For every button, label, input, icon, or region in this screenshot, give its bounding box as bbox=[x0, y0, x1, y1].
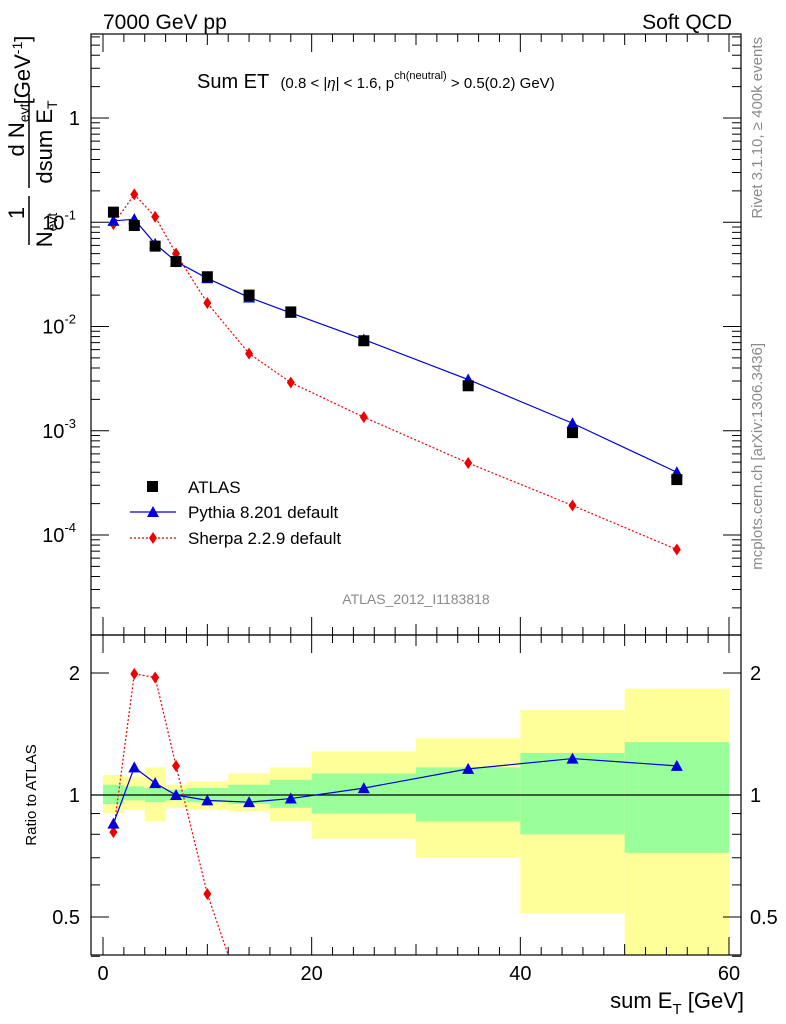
pythia-ratio-point bbox=[670, 759, 683, 771]
legend-label-pythia: Pythia 8.201 default bbox=[188, 503, 339, 522]
pythia-ratio-point bbox=[170, 789, 183, 800]
atlas-point bbox=[567, 427, 578, 439]
main-y-axis-label: 1 Nevt d Nevt dsum ET [GeV-1] bbox=[4, 36, 60, 248]
main-y-tick-label: 10-1 bbox=[42, 207, 76, 234]
ratio-y-tick-label-right: 1 bbox=[750, 785, 761, 807]
legend-label-sherpa: Sherpa 2.2.9 default bbox=[188, 529, 341, 548]
ratio-y-tick-label: 0.5 bbox=[52, 907, 80, 929]
pythia-ratio-point bbox=[128, 761, 141, 773]
ratio-y-tick-label-right: 0.5 bbox=[750, 907, 778, 929]
sherpa-point bbox=[568, 499, 577, 512]
ratio-y-tick-label: 2 bbox=[69, 663, 80, 685]
legend-marker-sherpa bbox=[149, 532, 157, 544]
rivet-label: Rivet 3.1.10, ≥ 400k events bbox=[749, 37, 766, 219]
band-inner-1 bbox=[123, 786, 145, 801]
sherpa-ratio-point bbox=[130, 667, 139, 680]
svg-text:Nevt: Nevt bbox=[32, 213, 60, 248]
legend-marker-atlas bbox=[147, 481, 158, 492]
main-series bbox=[107, 188, 683, 556]
band-inner-9 bbox=[520, 752, 625, 835]
atlas-point bbox=[285, 306, 297, 318]
sherpa-ratio-line bbox=[112, 673, 229, 956]
pythia-ratio-point bbox=[107, 817, 120, 829]
x-axis-label: sum ET [GeV] bbox=[610, 988, 744, 1018]
pythia-ratio-point bbox=[201, 794, 214, 806]
pythia-line bbox=[113, 218, 678, 473]
atlas-point bbox=[671, 474, 683, 486]
legend-label-atlas: ATLAS bbox=[188, 478, 241, 497]
ratio-uncertainty-bands bbox=[103, 688, 729, 955]
svg-text:1: 1 bbox=[4, 207, 29, 219]
ratio-y-tick-label-right: 2 bbox=[750, 663, 761, 685]
sherpa-point bbox=[286, 376, 295, 389]
atlas-point bbox=[462, 380, 474, 392]
ratio-axes: 0 20 40 60 0.5 0.5 1 1 2 2 bbox=[52, 634, 778, 985]
sherpa-ratio-point bbox=[151, 671, 160, 684]
atlas-point bbox=[358, 335, 370, 347]
sherpa-point bbox=[672, 543, 681, 556]
mcplots-label: mcplots.cern.ch [arXiv:1306.3436] bbox=[749, 343, 766, 570]
pythia-point bbox=[107, 214, 120, 226]
analysis-id: ATLAS_2012_I1183818 bbox=[342, 591, 490, 607]
sherpa-point bbox=[245, 347, 254, 360]
sherpa-ratio-point bbox=[203, 887, 212, 900]
pythia-point bbox=[566, 417, 579, 429]
legend: ATLAS Pythia 8.201 default Sherpa 2.2.9 … bbox=[130, 478, 341, 548]
band-inner-10 bbox=[624, 742, 729, 853]
atlas-point bbox=[128, 220, 140, 232]
x-tick-label: 40 bbox=[509, 963, 531, 985]
x-tick-label: 0 bbox=[97, 963, 108, 985]
atlas-point bbox=[149, 240, 161, 252]
pythia-ratio-point bbox=[284, 792, 297, 804]
sherpa-point bbox=[151, 210, 160, 223]
main-axes: 10-4 10-3 10-2 10-1 1 bbox=[42, 33, 742, 636]
ratio-y-axis-label: Ratio to ATLAS bbox=[23, 744, 40, 845]
sherpa-point bbox=[464, 457, 473, 470]
sherpa-point bbox=[130, 188, 139, 201]
sherpa-point bbox=[203, 297, 212, 310]
band-inner-0 bbox=[103, 784, 124, 805]
atlas-point bbox=[170, 256, 182, 268]
atlas-point bbox=[201, 271, 213, 283]
pythia-ratio-point bbox=[357, 782, 370, 794]
svg-text:[GeV-1]: [GeV-1] bbox=[9, 36, 35, 105]
header-left: 7000 GeV pp bbox=[103, 11, 227, 34]
pythia-ratio-point bbox=[566, 752, 579, 764]
x-tick-label: 60 bbox=[718, 963, 740, 985]
pythia-ratio-point bbox=[243, 796, 256, 808]
sherpa-ratio-point bbox=[172, 759, 181, 772]
sherpa-point bbox=[359, 411, 368, 424]
main-y-tick-label: 10-4 bbox=[42, 520, 76, 547]
ratio-series bbox=[107, 667, 683, 956]
pythia-ratio-point bbox=[462, 762, 475, 774]
band-inner-5 bbox=[228, 784, 270, 805]
main-y-tick-label: 10-2 bbox=[42, 312, 76, 339]
x-tick-label: 20 bbox=[301, 963, 323, 985]
atlas-point bbox=[107, 206, 119, 218]
legend-marker-pythia bbox=[147, 506, 159, 517]
svg-text:d Nevt: d Nevt bbox=[4, 103, 32, 156]
svg-text:dsum ET: dsum ET bbox=[32, 100, 60, 184]
header-right: Soft QCD bbox=[642, 11, 732, 34]
pythia-ratio-point bbox=[149, 777, 162, 789]
sherpa-ratio-point bbox=[109, 826, 118, 839]
ratio-y-tick-label: 1 bbox=[69, 785, 80, 807]
main-y-tick-label: 10-3 bbox=[42, 416, 76, 443]
atlas-point bbox=[243, 289, 255, 301]
plot-title: Sum ET (0.8 < |η| < 1.6, pch(neutral) > … bbox=[197, 70, 555, 93]
sherpa-point bbox=[172, 247, 181, 260]
main-y-tick-label: 1 bbox=[69, 108, 80, 130]
